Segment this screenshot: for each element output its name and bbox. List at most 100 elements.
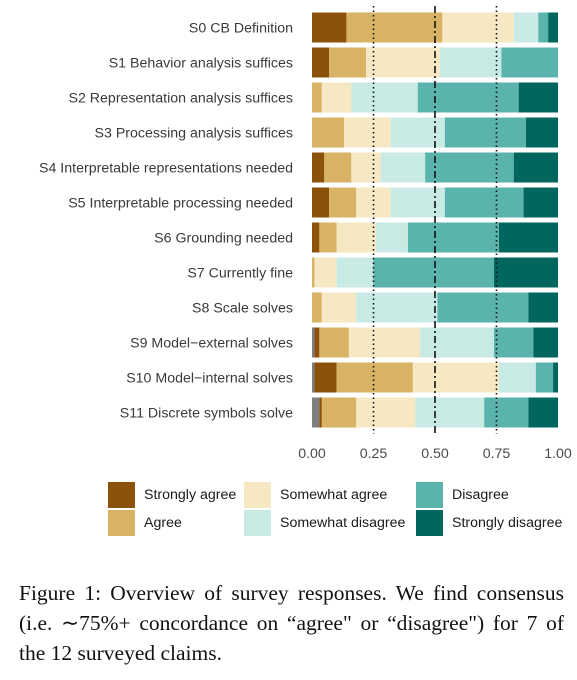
bar-segment-somewhat-disagree bbox=[513, 12, 539, 43]
category-label: S6 Grounding needed bbox=[154, 231, 293, 247]
bar-segment-disagree bbox=[444, 117, 527, 148]
x-tick-label: 0.25 bbox=[360, 446, 388, 462]
bar-segment-somewhat-agree bbox=[356, 187, 391, 218]
bar-segment-disagree bbox=[484, 397, 529, 428]
bar-segment-no-response bbox=[312, 397, 320, 428]
bar-segment-strongly-agree bbox=[314, 362, 337, 393]
bar-segment-somewhat-disagree bbox=[380, 152, 426, 183]
bar-segment-agree bbox=[346, 12, 443, 43]
bar-segment-no-response bbox=[312, 327, 315, 358]
legend-label: Strongly agree bbox=[144, 487, 237, 503]
bar-segment-somewhat-disagree bbox=[351, 82, 418, 113]
stacked-bar-chart: S0 CB Definition S1 Behavior analysis suf… bbox=[39, 6, 572, 462]
category-label: S7 Currently fine bbox=[187, 266, 293, 282]
bar-segment-strongly-disagree bbox=[553, 362, 558, 393]
category-label: S2 Representation analysis suffices bbox=[69, 91, 294, 107]
bar-segment-somewhat-disagree bbox=[420, 327, 495, 358]
bar-segment-agree bbox=[312, 292, 322, 323]
legend-swatch-strongly-disagree bbox=[416, 510, 443, 536]
legend-swatch-strongly-agree bbox=[108, 482, 135, 508]
bar-segment-strongly-disagree bbox=[548, 12, 558, 43]
x-tick-label: 0.50 bbox=[421, 446, 449, 462]
bar-segment-somewhat-agree bbox=[442, 12, 514, 43]
bar-segment-somewhat-agree bbox=[412, 362, 499, 393]
bar-segment-strongly-agree bbox=[314, 327, 320, 358]
bar-segment-strongly-disagree bbox=[513, 152, 558, 183]
bar-segment-strongly-agree bbox=[312, 152, 325, 183]
legend-item-somewhat-agree: Somewhat agree bbox=[244, 482, 387, 508]
chart-legend: Strongly agree Agree Somewhat agree Some… bbox=[108, 480, 577, 540]
category-label: S1 Behavior analysis suffices bbox=[109, 56, 293, 72]
bar-segment-disagree bbox=[444, 187, 524, 218]
bar-segment-no-response bbox=[312, 362, 315, 393]
bar-segment-agree bbox=[312, 117, 344, 148]
bar-segment-strongly-agree bbox=[319, 397, 322, 428]
bar-segment-agree bbox=[319, 222, 337, 253]
bar-segment-somewhat-disagree bbox=[498, 362, 536, 393]
legend-swatch-disagree bbox=[416, 482, 443, 508]
bar-segment-somewhat-agree bbox=[356, 397, 416, 428]
bar-segment-agree bbox=[319, 327, 349, 358]
category-label: S4 Interpretable representations needed bbox=[39, 161, 293, 177]
legend-swatch-somewhat-agree bbox=[244, 482, 271, 508]
bar-segment-somewhat-disagree bbox=[415, 397, 485, 428]
x-tick-label: 1.00 bbox=[544, 446, 572, 462]
figure-caption: Figure 1: Overview of survey responses. … bbox=[19, 581, 564, 665]
bar-segment-strongly-agree bbox=[312, 12, 347, 43]
bar-segment-somewhat-agree bbox=[366, 47, 440, 78]
bar-segment-strongly-disagree bbox=[494, 257, 558, 288]
bar-segment-somewhat-disagree bbox=[356, 292, 438, 323]
legend-label: Somewhat agree bbox=[280, 487, 388, 503]
bar-segment-agree bbox=[329, 187, 357, 218]
bar-segment-strongly-disagree bbox=[528, 292, 558, 323]
bar-segment-disagree bbox=[407, 222, 499, 253]
bar-segment-strongly-agree bbox=[312, 187, 330, 218]
bar-segment-disagree bbox=[501, 47, 558, 78]
bar-segment-somewhat-agree bbox=[351, 152, 381, 183]
bar-segment-disagree bbox=[437, 292, 529, 323]
bar-segment-agree bbox=[324, 152, 352, 183]
bar-segment-strongly-agree bbox=[312, 222, 320, 253]
legend-item-agree: Agree bbox=[108, 510, 182, 536]
bar-segment-strongly-disagree bbox=[518, 82, 558, 113]
bar-segment-strongly-disagree bbox=[526, 117, 558, 148]
category-label: S3 Processing analysis suffices bbox=[95, 126, 293, 142]
bar-segment-somewhat-agree bbox=[314, 257, 337, 288]
legend-label: Disagree bbox=[452, 487, 509, 503]
bar-segment-disagree bbox=[535, 362, 554, 393]
bar-segment-agree bbox=[321, 397, 357, 428]
bar-segment-disagree bbox=[425, 152, 514, 183]
bar-segment-somewhat-agree bbox=[343, 117, 391, 148]
legend-item-strongly-disagree: Strongly disagree bbox=[416, 510, 562, 536]
bar-segment-agree bbox=[336, 362, 413, 393]
bar-segment-somewhat-disagree bbox=[336, 257, 374, 288]
bar-segment-somewhat-agree bbox=[321, 82, 352, 113]
bar-segment-disagree bbox=[373, 257, 495, 288]
bar-segment-agree bbox=[329, 47, 367, 78]
bar-segment-somewhat-disagree bbox=[375, 222, 408, 253]
bar-segment-disagree bbox=[494, 327, 534, 358]
bar-segment-somewhat-agree bbox=[336, 222, 376, 253]
bar-segment-somewhat-disagree bbox=[390, 117, 445, 148]
x-tick-label: 0.00 bbox=[298, 446, 326, 462]
legend-item-somewhat-disagree: Somewhat disagree bbox=[244, 510, 405, 536]
bar-segment-disagree bbox=[417, 82, 519, 113]
legend-label: Somewhat disagree bbox=[280, 515, 406, 531]
category-label: S11 Discrete symbols solve bbox=[120, 406, 293, 422]
bar-segment-agree bbox=[312, 82, 322, 113]
category-label: S10 Model−internal solves bbox=[126, 371, 293, 387]
bar-segment-somewhat-agree bbox=[321, 292, 357, 323]
x-tick-label: 0.75 bbox=[483, 446, 511, 462]
bar-segment-agree bbox=[312, 257, 315, 288]
bar-segment-strongly-disagree bbox=[498, 222, 558, 253]
category-label: S8 Scale solves bbox=[192, 301, 293, 317]
bar-segment-strongly-disagree bbox=[528, 397, 558, 428]
legend-item-disagree: Disagree bbox=[416, 482, 509, 508]
bar-segment-strongly-disagree bbox=[533, 327, 558, 358]
bar-segment-somewhat-agree bbox=[348, 327, 421, 358]
bar-segment-strongly-disagree bbox=[523, 187, 558, 218]
category-label: S5 Interpretable processing needed bbox=[68, 196, 293, 212]
legend-item-strongly-agree: Strongly agree bbox=[108, 482, 236, 508]
legend-swatch-agree bbox=[108, 510, 135, 536]
